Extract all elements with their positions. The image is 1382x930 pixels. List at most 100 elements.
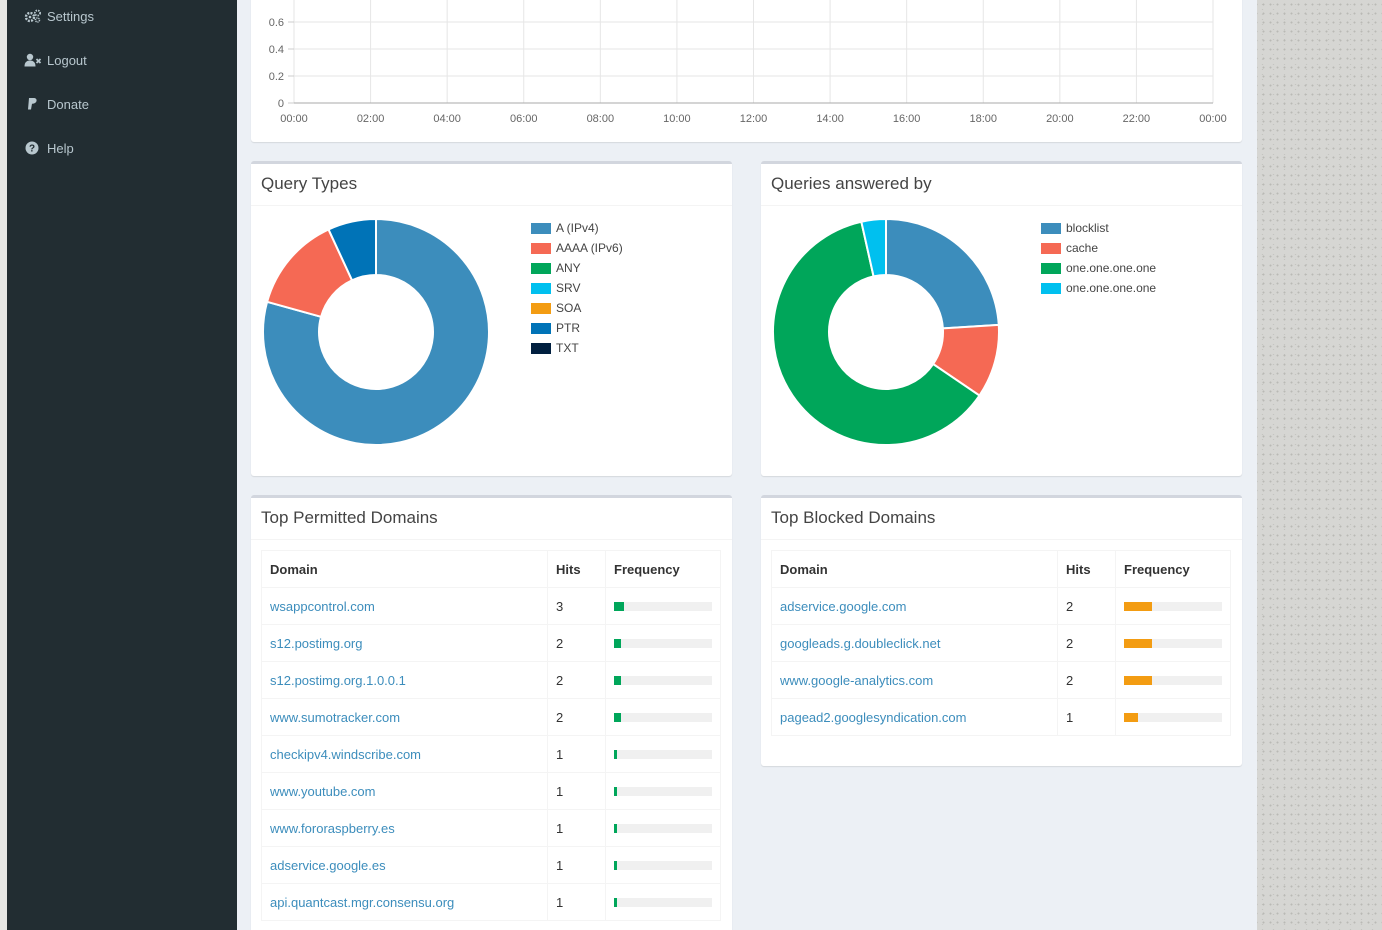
divider bbox=[251, 205, 732, 206]
sidebar-item-logout[interactable]: Logout bbox=[7, 40, 237, 80]
queries-over-time-chart: 00:00 02:00 04:00 06:00 08:00 10:00 12:00 14:00… bbox=[269, 0, 1227, 125]
sidebar-item-help[interactable]: ? Help bbox=[7, 128, 237, 168]
legend-label: cache bbox=[1066, 241, 1099, 255]
donut-slice-blocklist[interactable] bbox=[885, 217, 1000, 330]
hits-cell: 1 bbox=[547, 735, 606, 773]
legend-label: one.one.one.one bbox=[1066, 261, 1157, 275]
sidebar: Settings Logout Donate ? Help bbox=[7, 0, 237, 930]
x-tick-label: 14:00 bbox=[816, 113, 844, 125]
frequency-cell bbox=[605, 809, 721, 847]
domain-cell: s12.postimg.org.1.0.0.1 bbox=[261, 661, 548, 699]
legend-swatch bbox=[1041, 242, 1061, 254]
divider bbox=[761, 205, 1242, 206]
box-title: Queries answered by bbox=[771, 174, 932, 193]
donut-slice-ptr[interactable] bbox=[327, 217, 377, 282]
domain-link[interactable]: checkipv4.windscribe.com bbox=[270, 746, 422, 762]
legend-item[interactable]: AAAA (IPv6) bbox=[531, 238, 623, 258]
legend-item[interactable]: PTR bbox=[531, 318, 623, 338]
legend-item[interactable]: one.one.one.one bbox=[1041, 258, 1156, 278]
legend-item[interactable]: blocklist bbox=[1041, 218, 1156, 238]
domain-link[interactable]: www.youtube.com bbox=[270, 783, 376, 799]
column-header-frequency[interactable]: Frequency bbox=[605, 550, 721, 588]
x-tick-label: 04:00 bbox=[433, 113, 461, 125]
domain-link[interactable]: googleads.g.doubleclick.net bbox=[780, 635, 941, 651]
legend-item[interactable]: one.one.one.one bbox=[1041, 278, 1156, 298]
divider bbox=[761, 539, 1242, 540]
frequency-bar bbox=[1124, 675, 1222, 685]
donut-slice-one-one-one-one[interactable] bbox=[772, 220, 981, 446]
legend-item[interactable]: cache bbox=[1041, 238, 1156, 258]
domain-link[interactable]: www.sumotracker.com bbox=[270, 709, 401, 725]
donut-slice-a-ipv4-[interactable] bbox=[262, 217, 490, 446]
legend-item[interactable]: SRV bbox=[531, 278, 623, 298]
domain-link[interactable]: pagead2.googlesyndication.com bbox=[780, 709, 967, 725]
column-header-domain[interactable]: Domain bbox=[771, 550, 1058, 588]
frequency-bar-fill bbox=[1124, 638, 1153, 648]
legend-item[interactable]: SOA bbox=[531, 298, 623, 318]
domain-link[interactable]: adservice.google.es bbox=[270, 857, 386, 873]
legend-label: AAAA (IPv6) bbox=[556, 241, 623, 255]
domain-link[interactable]: adservice.google.com bbox=[780, 598, 907, 614]
paypal-icon bbox=[24, 96, 42, 112]
domain-link[interactable]: api.quantcast.mgr.consensu.org bbox=[270, 894, 455, 910]
x-tick-label: 12:00 bbox=[740, 113, 768, 125]
user-times-icon bbox=[24, 52, 42, 68]
legend-swatch bbox=[1041, 282, 1061, 294]
legend-label: SOA bbox=[556, 301, 582, 315]
queries-over-time-box: 00:00 02:00 04:00 06:00 08:00 10:00 12:00 14:00… bbox=[251, 0, 1242, 142]
frequency-bar-fill bbox=[614, 823, 618, 833]
domain-link[interactable]: wsappcontrol.com bbox=[270, 598, 375, 614]
column-header-hits[interactable]: Hits bbox=[547, 550, 606, 588]
table-row: checkipv4.windscribe.com 1 bbox=[261, 735, 721, 773]
y-tick-label: 0.2 bbox=[269, 71, 284, 83]
legend-swatch bbox=[531, 342, 551, 354]
blocked-domains-table: Domain Hits Frequency adservice.google.c… bbox=[771, 550, 1231, 736]
frequency-bar bbox=[614, 638, 712, 648]
frequency-bar-fill bbox=[614, 712, 621, 722]
answered-by-box: Queries answered by blocklist cache one.on… bbox=[761, 161, 1242, 476]
domain-link[interactable]: www.google-analytics.com bbox=[780, 672, 934, 688]
x-tick-label: 06:00 bbox=[510, 113, 538, 125]
frequency-cell bbox=[605, 735, 721, 773]
sidebar-item-donate[interactable]: Donate bbox=[7, 84, 237, 124]
x-tick-label: 20:00 bbox=[1046, 113, 1074, 125]
frequency-cell bbox=[605, 661, 721, 699]
frequency-cell bbox=[1115, 661, 1231, 699]
top-blocked-domains-box: Top Blocked Domains Domain Hits Frequenc… bbox=[761, 495, 1242, 766]
domain-cell: adservice.google.com bbox=[771, 587, 1058, 625]
legend-item[interactable]: TXT bbox=[531, 338, 623, 358]
domain-cell: wsappcontrol.com bbox=[261, 587, 548, 625]
table-row: api.quantcast.mgr.consensu.org 1 bbox=[261, 883, 721, 921]
column-header-domain[interactable]: Domain bbox=[261, 550, 548, 588]
sidebar-item-settings[interactable]: Settings bbox=[7, 0, 237, 36]
column-header-hits[interactable]: Hits bbox=[1057, 550, 1116, 588]
domain-link[interactable]: www.fororaspberry.es bbox=[270, 820, 395, 836]
query-types-legend: A (IPv4) AAAA (IPv6) ANY SRV SOA PTR TXT bbox=[531, 218, 623, 358]
hits-cell: 1 bbox=[1057, 698, 1116, 736]
x-tick-label: 02:00 bbox=[357, 113, 385, 125]
domain-link[interactable]: s12.postimg.org bbox=[270, 635, 363, 651]
column-header-frequency[interactable]: Frequency bbox=[1115, 550, 1231, 588]
answered-by-legend: blocklist cache one.one.one.one one.one.one… bbox=[1041, 218, 1156, 298]
sidebar-item-label: Settings bbox=[47, 8, 94, 24]
domain-cell: pagead2.googlesyndication.com bbox=[771, 698, 1058, 736]
frequency-cell bbox=[605, 772, 721, 810]
frequency-cell bbox=[1115, 698, 1231, 736]
legend-item[interactable]: ANY bbox=[531, 258, 623, 278]
hits-cell: 2 bbox=[547, 624, 606, 662]
x-tick-label: 18:00 bbox=[969, 113, 997, 125]
domain-cell: www.youtube.com bbox=[261, 772, 548, 810]
frequency-bar-fill bbox=[1124, 712, 1138, 722]
frequency-bar-fill bbox=[614, 749, 618, 759]
legend-item[interactable]: A (IPv4) bbox=[531, 218, 623, 238]
legend-swatch bbox=[531, 302, 551, 314]
frequency-bar bbox=[614, 601, 712, 611]
legend-swatch bbox=[531, 282, 551, 294]
legend-label: PTR bbox=[556, 321, 580, 335]
donut-slice-one-one-one-one[interactable] bbox=[860, 217, 887, 278]
frequency-cell bbox=[1115, 587, 1231, 625]
x-tick-label: 00:00 bbox=[280, 113, 308, 125]
domain-link[interactable]: s12.postimg.org.1.0.0.1 bbox=[270, 672, 406, 688]
sidebar-item-label: Donate bbox=[47, 96, 89, 112]
frequency-bar-fill bbox=[1124, 601, 1153, 611]
